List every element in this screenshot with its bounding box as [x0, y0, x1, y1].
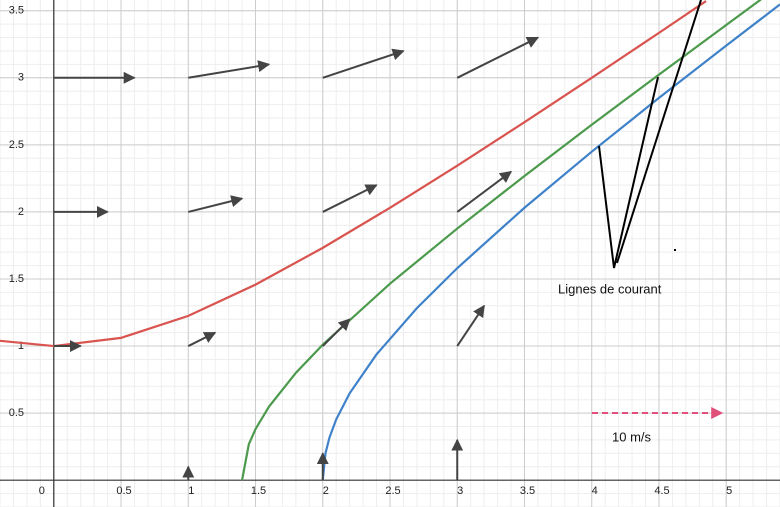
pointer-line	[598, 76, 659, 269]
x-tick-label: 0	[39, 485, 45, 497]
streamline	[321, 3, 780, 481]
x-tick-label: 4	[592, 485, 598, 497]
y-tick-label: 3.5	[9, 5, 24, 17]
dot	[674, 249, 676, 251]
y-tick-label: 1.5	[9, 273, 24, 285]
velocity-arrow	[188, 60, 271, 79]
velocity-arrow	[456, 36, 540, 79]
x-tick-label: 1.5	[251, 485, 266, 497]
velocity-arrow	[322, 48, 405, 79]
x-tick-label: 2.5	[385, 485, 400, 497]
pointer-line	[616, 0, 702, 264]
y-tick-label: 2	[18, 206, 24, 218]
x-tick-label: 0.5	[116, 485, 131, 497]
streamline	[0, 0, 707, 348]
x-tick-label: 3.5	[520, 485, 535, 497]
x-tick-label: 4.5	[654, 485, 669, 497]
velocity-arrow	[187, 331, 217, 347]
velocity-arrow	[456, 304, 485, 347]
x-tick-label: 1	[188, 485, 194, 497]
plot	[0, 0, 780, 481]
velocity-arrow	[322, 318, 351, 347]
y-tick-label: 0.5	[9, 407, 24, 419]
y-tick-label: 2.5	[9, 139, 24, 151]
streamline	[240, 0, 763, 481]
velocity-arrow	[188, 195, 244, 213]
velocity-arrow	[456, 170, 512, 213]
x-tick-label: 3	[457, 485, 463, 497]
y-tick-label: 3	[18, 72, 24, 84]
annotation: Lignes de courant	[558, 281, 662, 296]
velocity-arrow	[322, 184, 378, 213]
y-tick-label: 1	[18, 340, 24, 352]
x-tick-label: 2	[323, 485, 329, 497]
x-tick-label: 5	[726, 485, 732, 497]
annotation: 10 m/s	[612, 429, 652, 444]
